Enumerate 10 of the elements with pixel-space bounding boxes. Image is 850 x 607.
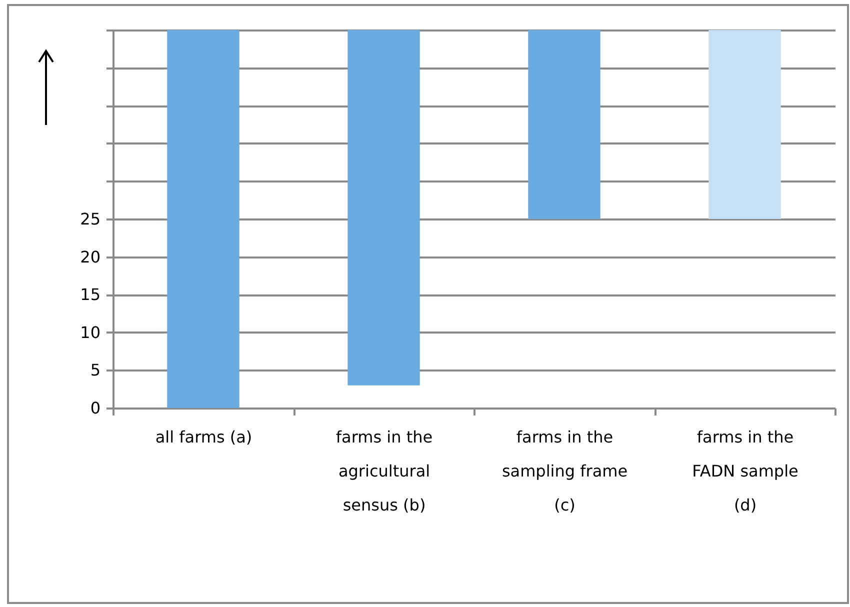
x-tick-label: farms in the FADN sample (d): [692, 428, 798, 514]
x-tick-label: all farms (a): [155, 428, 252, 446]
y-tick-label: 15: [80, 285, 100, 304]
y-tick-label: 20: [80, 247, 100, 266]
y-tick-label: 10: [80, 322, 100, 342]
y-tick-label: 0: [90, 398, 100, 418]
y-tick-label: 5: [90, 360, 100, 380]
y-tick-label: 25: [80, 210, 100, 228]
x-tick-label: farms in the sampling frame (c): [502, 428, 628, 514]
x-tick-label: farms in the agricultural sensus (b): [336, 428, 433, 514]
